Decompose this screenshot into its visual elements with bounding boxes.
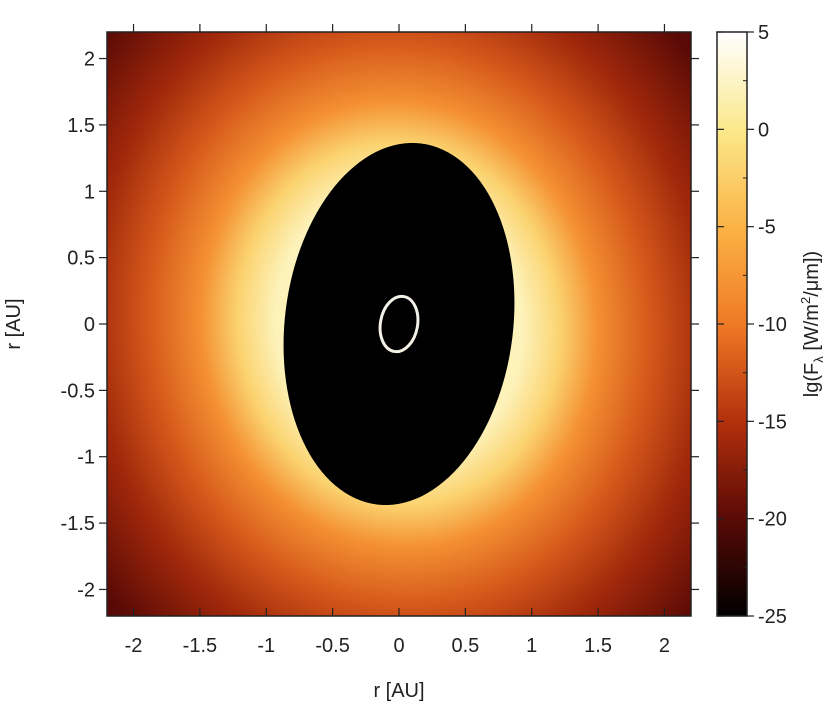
colorbar-tick-label: 5 (758, 22, 769, 44)
x-axis-ticks (132, 24, 666, 616)
x-tick-label: 2 (659, 635, 670, 657)
y-tick-label: 0.5 (67, 248, 95, 270)
x-axis-label: r [AU] (373, 680, 424, 702)
colorbar-tick-label: 0 (758, 119, 769, 141)
y-tick-label: 1 (84, 181, 95, 203)
y-tick-label: 0 (84, 314, 95, 336)
y-tick-label: 1.5 (67, 115, 95, 137)
x-tick-label: -2 (125, 635, 143, 657)
colorbar-tick-label: -10 (758, 314, 787, 336)
colorbar-tick-labels: 5 0 -5 -10 -15 -20 -25 (758, 22, 787, 628)
y-axis-label: r [AU] (3, 298, 25, 349)
x-axis-tick-labels: -2 -1.5 -1 -0.5 0 0.5 1 1.5 2 (125, 635, 670, 657)
x-tick-label: 1.5 (584, 635, 612, 657)
x-tick-label: 0 (393, 635, 404, 657)
heatmap-plot: -2 -1.5 -1 -0.5 0 0.5 1 1.5 2 2 1.5 1 0.5 0 -0.5 -1 -1.… (3, 24, 699, 702)
colorbar: 5 0 -5 -10 -15 -20 -25 lg(Fλ [W/m2/μm]) (716, 22, 826, 628)
x-tick-label: 1 (526, 635, 537, 657)
x-tick-label: -1.5 (183, 635, 217, 657)
x-tick-label: -1 (257, 635, 275, 657)
x-tick-label: -0.5 (315, 635, 349, 657)
colorbar-tick-label: -20 (758, 509, 787, 531)
y-tick-label: -1 (77, 447, 95, 469)
colorbar-ticks (717, 31, 754, 617)
y-tick-label: 2 (84, 49, 95, 71)
colorbar-tick-label: -5 (758, 217, 776, 239)
colorbar-tick-label: -15 (758, 411, 787, 433)
y-tick-label: -0.5 (61, 380, 95, 402)
y-tick-label: -2 (77, 579, 95, 601)
inner-dark-region (283, 142, 515, 506)
inner-orbit-ring (378, 294, 420, 354)
x-tick-label: 0.5 (451, 635, 479, 657)
y-axis-ticks (99, 57, 699, 591)
y-axis-tick-labels: 2 1.5 1 0.5 0 -0.5 -1 -1.5 -2 (61, 49, 95, 602)
y-tick-label: -1.5 (61, 513, 95, 535)
colorbar-tick-label: -25 (758, 606, 787, 628)
colorbar-label: lg(Fλ [W/m2/μm]) (798, 251, 826, 397)
